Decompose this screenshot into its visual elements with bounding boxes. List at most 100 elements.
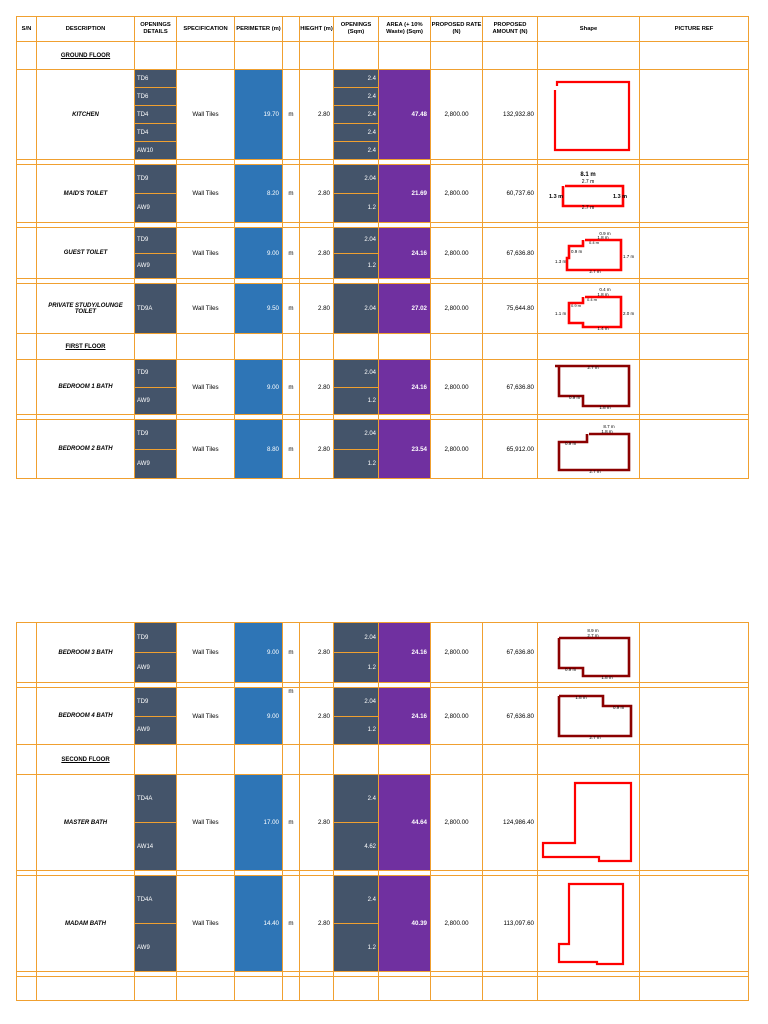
opening-code: AW14 — [134, 822, 177, 871]
floor-label-ground: GROUND FLOOR — [36, 41, 135, 70]
takeoff-table-page-1: S/N DESCRIPTION OPENINGS DETAILS SPECIFI… — [16, 16, 749, 479]
header-amount: PROPOSED AMOUNT (N) — [482, 16, 538, 42]
room-name: BEDROOM 3 BATH — [36, 622, 135, 683]
opening-code: TD9 — [134, 164, 177, 194]
room-name: MASTER BATH — [36, 774, 135, 871]
opening-area: 1.2 — [333, 715, 379, 745]
dimension-label: 0.9 m — [613, 705, 625, 710]
amount-value: 67,636.80 — [482, 622, 538, 683]
dimension-label: 0.9 m — [569, 395, 581, 400]
opening-area: 2.4 — [333, 875, 379, 924]
picture-ref-cell — [639, 164, 749, 223]
area-value: 21.69 — [378, 164, 431, 223]
opening-area: 2.4 — [333, 123, 379, 142]
picture-ref-cell — [639, 359, 749, 415]
shape-madam-bath — [537, 875, 640, 972]
table-row: BEDROOM 2 BATH TD9 Wall Tiles 8.80 m 2.8… — [16, 419, 749, 479]
table-row: GUEST TOILET TD9 Wall Tiles 9.00 m 2.80 … — [16, 227, 749, 279]
table-row: MASTER BATH TD4A Wall Tiles 17.00 m 2.80… — [16, 774, 749, 871]
opening-code: AW9 — [134, 386, 177, 415]
picture-ref-cell — [639, 774, 749, 871]
perimeter-unit: m — [282, 419, 300, 479]
dimension-label: 0.9 m — [599, 231, 611, 236]
floor-heading-row: SECOND FLOOR — [16, 744, 749, 775]
amount-value: 65,912.00 — [482, 419, 538, 479]
height-value: 2.80 — [299, 283, 334, 334]
amount-value: 132,932.80 — [482, 69, 538, 160]
height-value: 2.80 — [299, 622, 334, 683]
floor-heading-row: FIRST FLOOR — [16, 333, 749, 360]
perimeter-unit: m — [282, 283, 300, 334]
header-area: AREA (+ 10% Waste) (Sqm) — [378, 16, 431, 42]
area-value: 24.16 — [378, 687, 431, 745]
area-value: 24.16 — [378, 359, 431, 415]
table-row: MAID'S TOILET TD9 Wall Tiles 8.20 m 2.80… — [16, 164, 749, 223]
opening-area: 4.62 — [333, 822, 379, 871]
picture-ref-cell — [639, 419, 749, 479]
opening-area: 2.04 — [333, 622, 379, 653]
floor-shape-diagram: 1.8 m 0.9 m 2.7 m — [557, 694, 632, 740]
opening-code: AW9 — [134, 193, 177, 223]
perimeter-unit: m — [282, 774, 300, 871]
header-specification: SPECIFICATION — [176, 16, 235, 42]
opening-code: AW9 — [134, 652, 177, 683]
header-description: DESCRIPTION — [36, 16, 135, 42]
dimension-label: 8.1 m — [580, 172, 595, 178]
dimension-label: 1.8 m — [597, 292, 609, 297]
floor-shape-diagram — [541, 781, 632, 862]
table-row: MADAM BATH TD4A Wall Tiles 14.40 m 2.80 … — [16, 875, 749, 972]
opening-code: TD4A — [134, 875, 177, 924]
amount-value: 60,737.60 — [482, 164, 538, 223]
opening-area: 2.04 — [333, 227, 379, 254]
shape-maids-toilet: 8.1 m 2.7 m 1.3 m 1.3 m 2.7 m — [537, 164, 640, 223]
floor-shape-diagram: 8.1 m 2.7 m 1.3 m 1.3 m 2.7 m — [549, 172, 627, 211]
floor-label-first: FIRST FLOOR — [36, 333, 135, 360]
opening-code: AW10 — [134, 141, 177, 160]
opening-area: 1.2 — [333, 448, 379, 479]
opening-area: 1.2 — [333, 923, 379, 972]
table-row: PRIVATE STUDY/LOUNGE TOILET TD9A Wall Ti… — [16, 283, 749, 334]
opening-code: AW9 — [134, 923, 177, 972]
floor-shape-diagram: 8.9 m 2.7 m 0.9 m 1.8 m — [557, 628, 630, 680]
dimension-label: 1.3 m — [613, 194, 627, 200]
opening-code: TD9A — [134, 283, 177, 334]
shape-master-bath — [537, 774, 640, 871]
dimension-label: 1.8 m — [575, 695, 587, 700]
amount-value: 67,636.80 — [482, 687, 538, 745]
picture-ref-cell — [639, 69, 749, 160]
opening-code: TD6 — [134, 87, 177, 106]
room-name: KITCHEN — [36, 69, 135, 160]
opening-area: 2.4 — [333, 141, 379, 160]
height-value: 2.80 — [299, 164, 334, 223]
picture-ref-cell — [639, 283, 749, 334]
opening-code: TD9 — [134, 419, 177, 450]
rate-value: 2,800.00 — [430, 359, 483, 415]
dimension-label: 2.7 m — [587, 365, 599, 370]
height-value: 2.80 — [299, 875, 334, 972]
amount-value: 67,636.80 — [482, 227, 538, 279]
room-name: PRIVATE STUDY/LOUNGE TOILET — [36, 283, 135, 334]
room-name: BEDROOM 4 BATH — [36, 687, 135, 745]
dimension-label: 2.7 m — [587, 633, 599, 638]
perimeter-value: 17.00 — [234, 774, 283, 871]
opening-code: TD9 — [134, 687, 177, 717]
opening-code: AW9 — [134, 252, 177, 279]
room-name: BEDROOM 1 BATH — [36, 359, 135, 415]
rate-value: 2,800.00 — [430, 283, 483, 334]
header-shape: Shape — [537, 16, 640, 42]
perimeter-unit: m — [282, 622, 300, 683]
table-row: KITCHEN TD6 Wall Tiles 19.70 m 2.80 2.4 … — [16, 69, 749, 160]
picture-ref-cell — [639, 622, 749, 683]
perimeter-value: 9.00 — [234, 227, 283, 279]
amount-value: 124,986.40 — [482, 774, 538, 871]
table-row: BEDROOM 3 BATH TD9 Wall Tiles 9.00 m 2.8… — [16, 622, 749, 683]
dimension-label: 1.8 m — [599, 405, 611, 410]
shape-bedroom-3: 8.9 m 2.7 m 0.9 m 1.8 m — [537, 622, 640, 683]
dimension-label: 2.7 m — [589, 469, 601, 474]
takeoff-table-page-2: BEDROOM 3 BATH TD9 Wall Tiles 9.00 m 2.8… — [16, 622, 749, 1001]
picture-ref-cell — [639, 875, 749, 972]
floor-shape-diagram: 0.4 m 1.8 m 0.4 m 0.9 m 1.1 m 2.0 m 1.4 … — [555, 287, 635, 331]
room-name: BEDROOM 2 BATH — [36, 419, 135, 479]
rate-value: 2,800.00 — [430, 164, 483, 223]
perimeter-value: 9.50 — [234, 283, 283, 334]
